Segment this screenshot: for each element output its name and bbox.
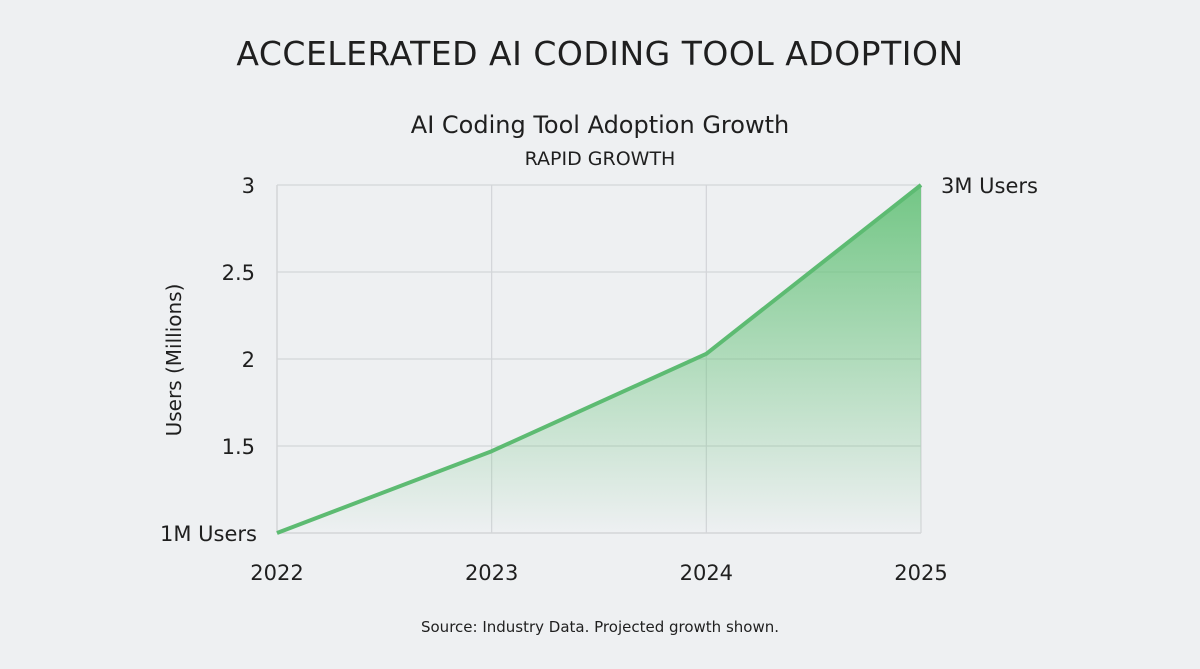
y-tick-label: 1.5 xyxy=(222,435,255,459)
y-tick-label: 2 xyxy=(242,348,255,372)
y-axis-label: Users (Millions) xyxy=(162,284,186,437)
chart-title: AI Coding Tool Adoption Growth xyxy=(410,111,790,139)
chart-subtitle: RAPID GROWTH xyxy=(524,148,676,170)
data-annotation: 3M Users xyxy=(941,174,1038,198)
labels: 1.5 2 2.5 3 2022 2023 2024 2025 1M Users 3M Users xyxy=(160,174,1038,585)
series-line xyxy=(276,183,923,535)
x-tick-label: 2024 xyxy=(680,561,733,585)
x-tick-label: 2022 xyxy=(250,561,303,585)
marks xyxy=(276,183,923,535)
data-annotation: 1M Users xyxy=(160,522,257,546)
page-title: ACCELERATED AI CODING TOOL ADOPTION xyxy=(236,34,964,73)
x-tick-label: 2025 xyxy=(894,561,947,585)
area-fill xyxy=(277,185,921,533)
y-tick-label: 3 xyxy=(242,174,255,198)
source-note: Source: Industry Data. Projected growth … xyxy=(420,618,779,636)
x-tick-label: 2023 xyxy=(465,561,518,585)
y-tick-label: 2.5 xyxy=(222,261,255,285)
